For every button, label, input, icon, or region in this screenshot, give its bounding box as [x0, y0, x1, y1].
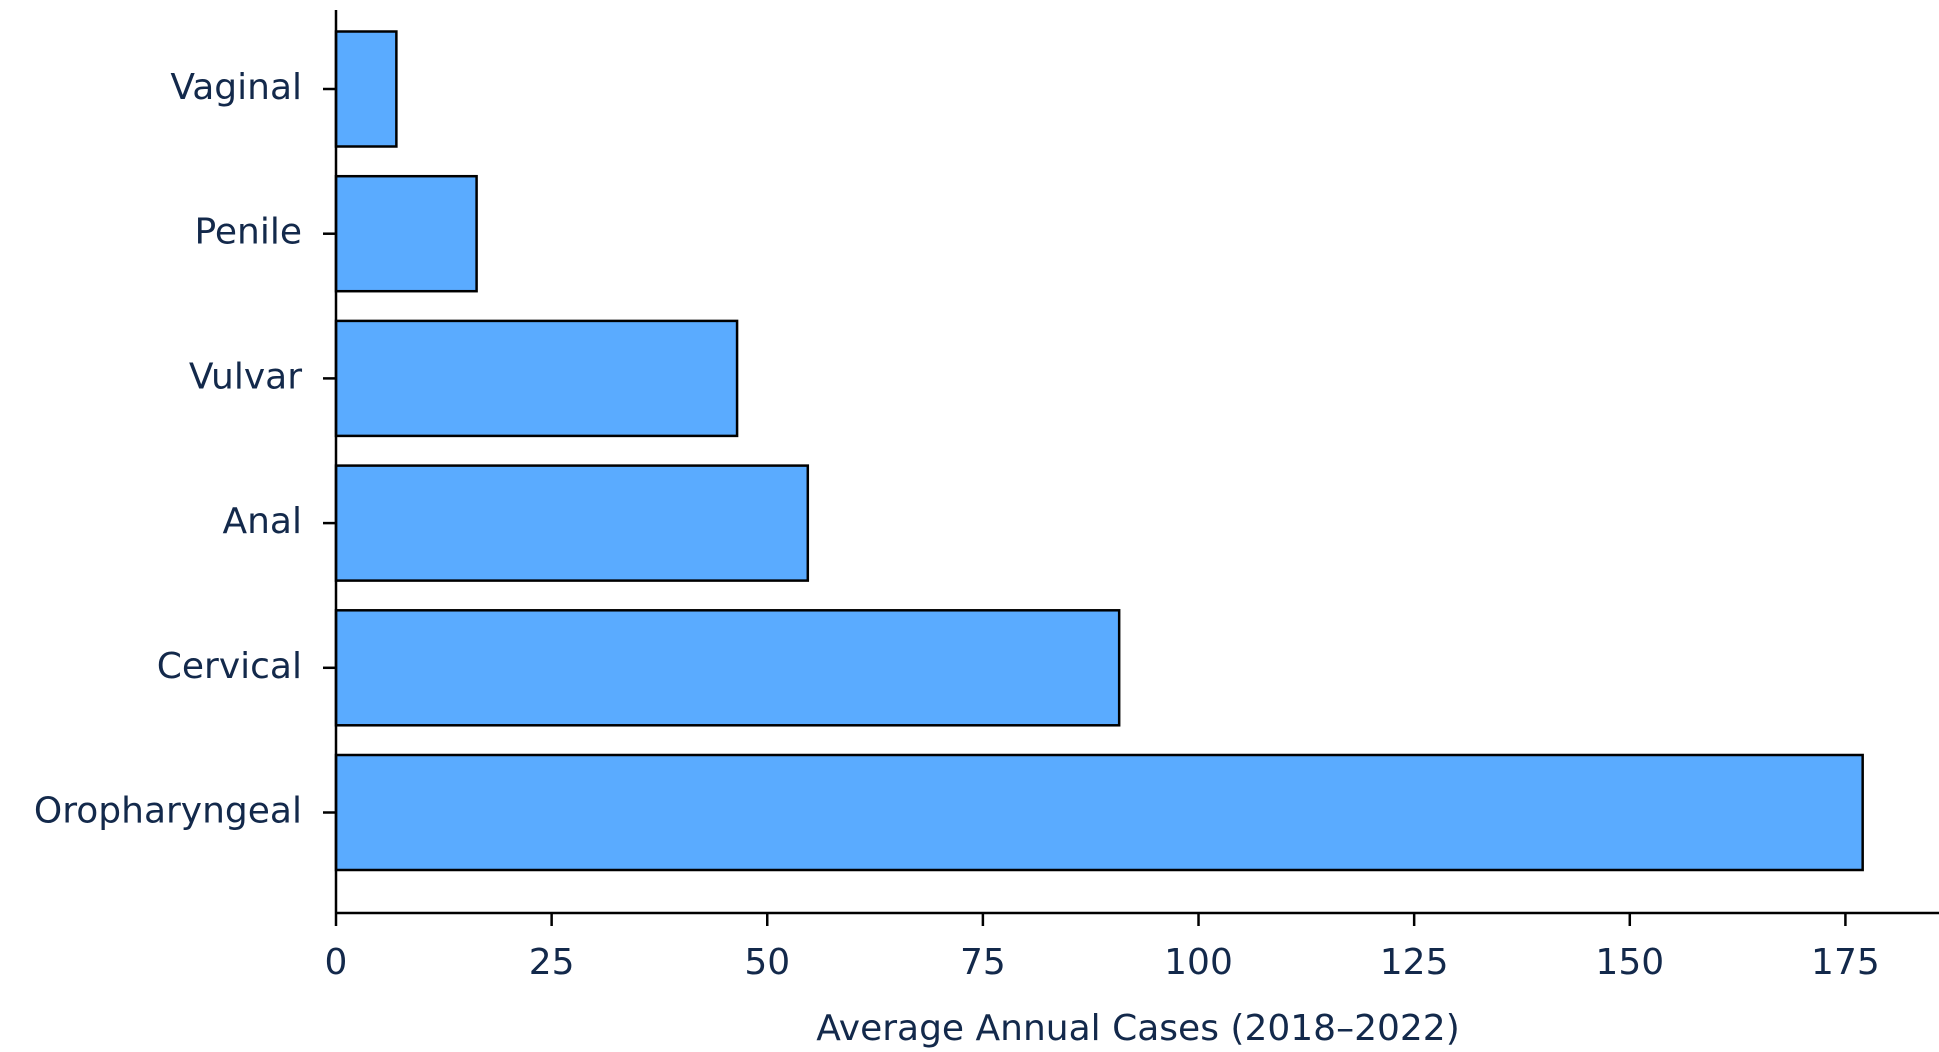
- bar: [334, 753, 1864, 872]
- x-tick-label: 0: [325, 942, 348, 983]
- bar: [334, 174, 478, 293]
- x-tick-label: 175: [1811, 942, 1880, 983]
- y-tick-label: Vulvar: [189, 356, 302, 397]
- y-tick-label: Penile: [194, 212, 302, 253]
- bar: [334, 609, 1121, 727]
- y-tick-label: Cervical: [157, 646, 302, 687]
- x-tick-label: 150: [1595, 942, 1664, 983]
- bar: [334, 464, 810, 582]
- x-tick-label: 50: [744, 942, 790, 983]
- x-tick-label: 25: [529, 942, 575, 983]
- y-tick-label: Oropharyngeal: [34, 791, 302, 832]
- bar: [334, 319, 739, 438]
- y-tick-label: Vaginal: [170, 67, 302, 108]
- y-tick-label: Anal: [222, 501, 302, 542]
- x-axis-label: Average Annual Cases (2018–2022): [816, 1008, 1459, 1049]
- x-tick-label: 75: [960, 942, 1006, 983]
- x-tick-label: 125: [1380, 942, 1449, 983]
- bar: [334, 30, 398, 148]
- x-tick-label: 100: [1164, 942, 1233, 983]
